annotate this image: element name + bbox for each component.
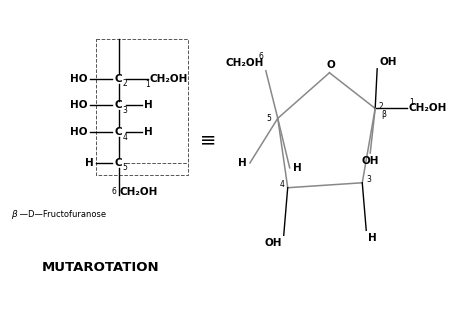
- Text: O: O: [326, 60, 335, 70]
- Text: 3: 3: [366, 175, 371, 184]
- Text: OH: OH: [264, 238, 282, 248]
- Text: H: H: [85, 158, 94, 168]
- Text: —D—Fructofuranose: —D—Fructofuranose: [17, 210, 107, 219]
- Text: C: C: [115, 158, 122, 168]
- Text: CH₂OH: CH₂OH: [120, 187, 158, 197]
- Text: 6: 6: [259, 52, 264, 61]
- Text: HO: HO: [70, 74, 88, 84]
- Text: H: H: [144, 127, 152, 137]
- Text: OH: OH: [362, 156, 379, 166]
- Text: 4: 4: [280, 180, 285, 189]
- Text: β: β: [11, 210, 17, 219]
- Text: β: β: [381, 110, 386, 120]
- Text: CH₂OH: CH₂OH: [409, 103, 447, 113]
- Text: 6: 6: [112, 187, 117, 196]
- Text: HO: HO: [70, 127, 88, 137]
- Text: 3: 3: [123, 106, 128, 115]
- Text: H: H: [238, 158, 247, 168]
- Text: 1: 1: [146, 80, 150, 89]
- Text: ≡: ≡: [200, 131, 216, 150]
- Text: OH: OH: [379, 57, 397, 67]
- Text: 2: 2: [378, 102, 383, 111]
- Text: C: C: [115, 100, 122, 110]
- Text: CH₂OH: CH₂OH: [226, 58, 264, 68]
- Text: C: C: [115, 127, 122, 137]
- Text: H: H: [144, 100, 152, 110]
- Text: 5: 5: [123, 163, 128, 172]
- Text: 2: 2: [123, 79, 128, 88]
- Text: 5: 5: [266, 114, 271, 123]
- Text: C: C: [115, 74, 122, 84]
- Text: 4: 4: [123, 133, 128, 142]
- Text: HO: HO: [70, 100, 88, 110]
- Text: MUTAROTATION: MUTAROTATION: [42, 260, 160, 274]
- Text: H: H: [292, 163, 301, 173]
- Text: CH₂OH: CH₂OH: [149, 74, 188, 84]
- Text: H: H: [368, 233, 377, 243]
- Text: 1: 1: [409, 98, 414, 107]
